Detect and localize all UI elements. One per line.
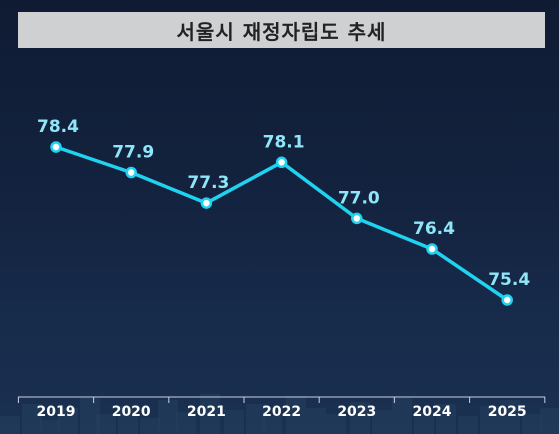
data-point (351, 212, 363, 225)
skyline-building (262, 416, 282, 434)
skyline-building (22, 404, 42, 434)
skyline-building (140, 418, 160, 434)
skyline-building (246, 404, 266, 434)
skyline-building (350, 402, 370, 434)
skyline-building (540, 408, 559, 434)
x-axis-ticks (17, 397, 546, 403)
skyline-building (176, 412, 196, 434)
skyline-building (500, 400, 520, 434)
skyline-building (326, 414, 346, 434)
skyline-building (40, 420, 60, 434)
skyline-building (96, 414, 116, 434)
skyline-building (158, 400, 178, 434)
skyline-building (58, 408, 78, 434)
skyline-building (306, 408, 326, 434)
skyline-building (480, 406, 500, 434)
skyline-building (286, 396, 306, 434)
value-labels: 78.4 77.9 77.3 78.1 77.0 76.4 75.4 (37, 117, 530, 290)
city-skyline-background (0, 394, 559, 434)
data-label: 78.4 (37, 117, 79, 137)
skyline-building (436, 404, 456, 434)
x-tick-label: 2020 (112, 404, 151, 420)
data-label: 78.1 (263, 132, 305, 152)
data-label: 77.0 (338, 188, 380, 208)
skyline-building (414, 412, 434, 434)
skyline-building (224, 410, 244, 434)
data-point (50, 141, 62, 153)
x-tick-label: 2024 (413, 404, 452, 420)
x-tick-label: 2021 (187, 404, 226, 420)
skyline-building (118, 406, 138, 434)
data-markers (50, 141, 513, 306)
x-tick-label: 2025 (488, 404, 527, 420)
skyline-building (200, 394, 220, 434)
x-tick-label: 2022 (262, 404, 301, 420)
skyline-building (0, 416, 20, 434)
chart-title: 서울시 재정자립도 추세 (176, 19, 387, 44)
data-point (200, 197, 213, 209)
x-tick-label: 2019 (37, 404, 76, 420)
data-point (125, 166, 137, 179)
x-tick-label: 2023 (337, 404, 376, 420)
x-axis-labels: 2019 2020 2021 2022 2023 2024 2025 (37, 404, 527, 420)
skyline-building (522, 414, 542, 434)
data-point (501, 294, 513, 306)
data-label: 77.3 (187, 173, 229, 193)
skyline-building (372, 410, 392, 434)
skyline-building (80, 398, 100, 434)
data-label: 77.9 (112, 143, 154, 163)
data-label: 76.4 (413, 219, 455, 239)
data-point (275, 156, 288, 169)
skyline-building (392, 398, 412, 434)
data-label: 75.4 (488, 270, 530, 290)
data-point (426, 243, 438, 255)
skyline-building (458, 416, 478, 434)
title-bar: 서울시 재정자립도 추세 (18, 12, 545, 48)
